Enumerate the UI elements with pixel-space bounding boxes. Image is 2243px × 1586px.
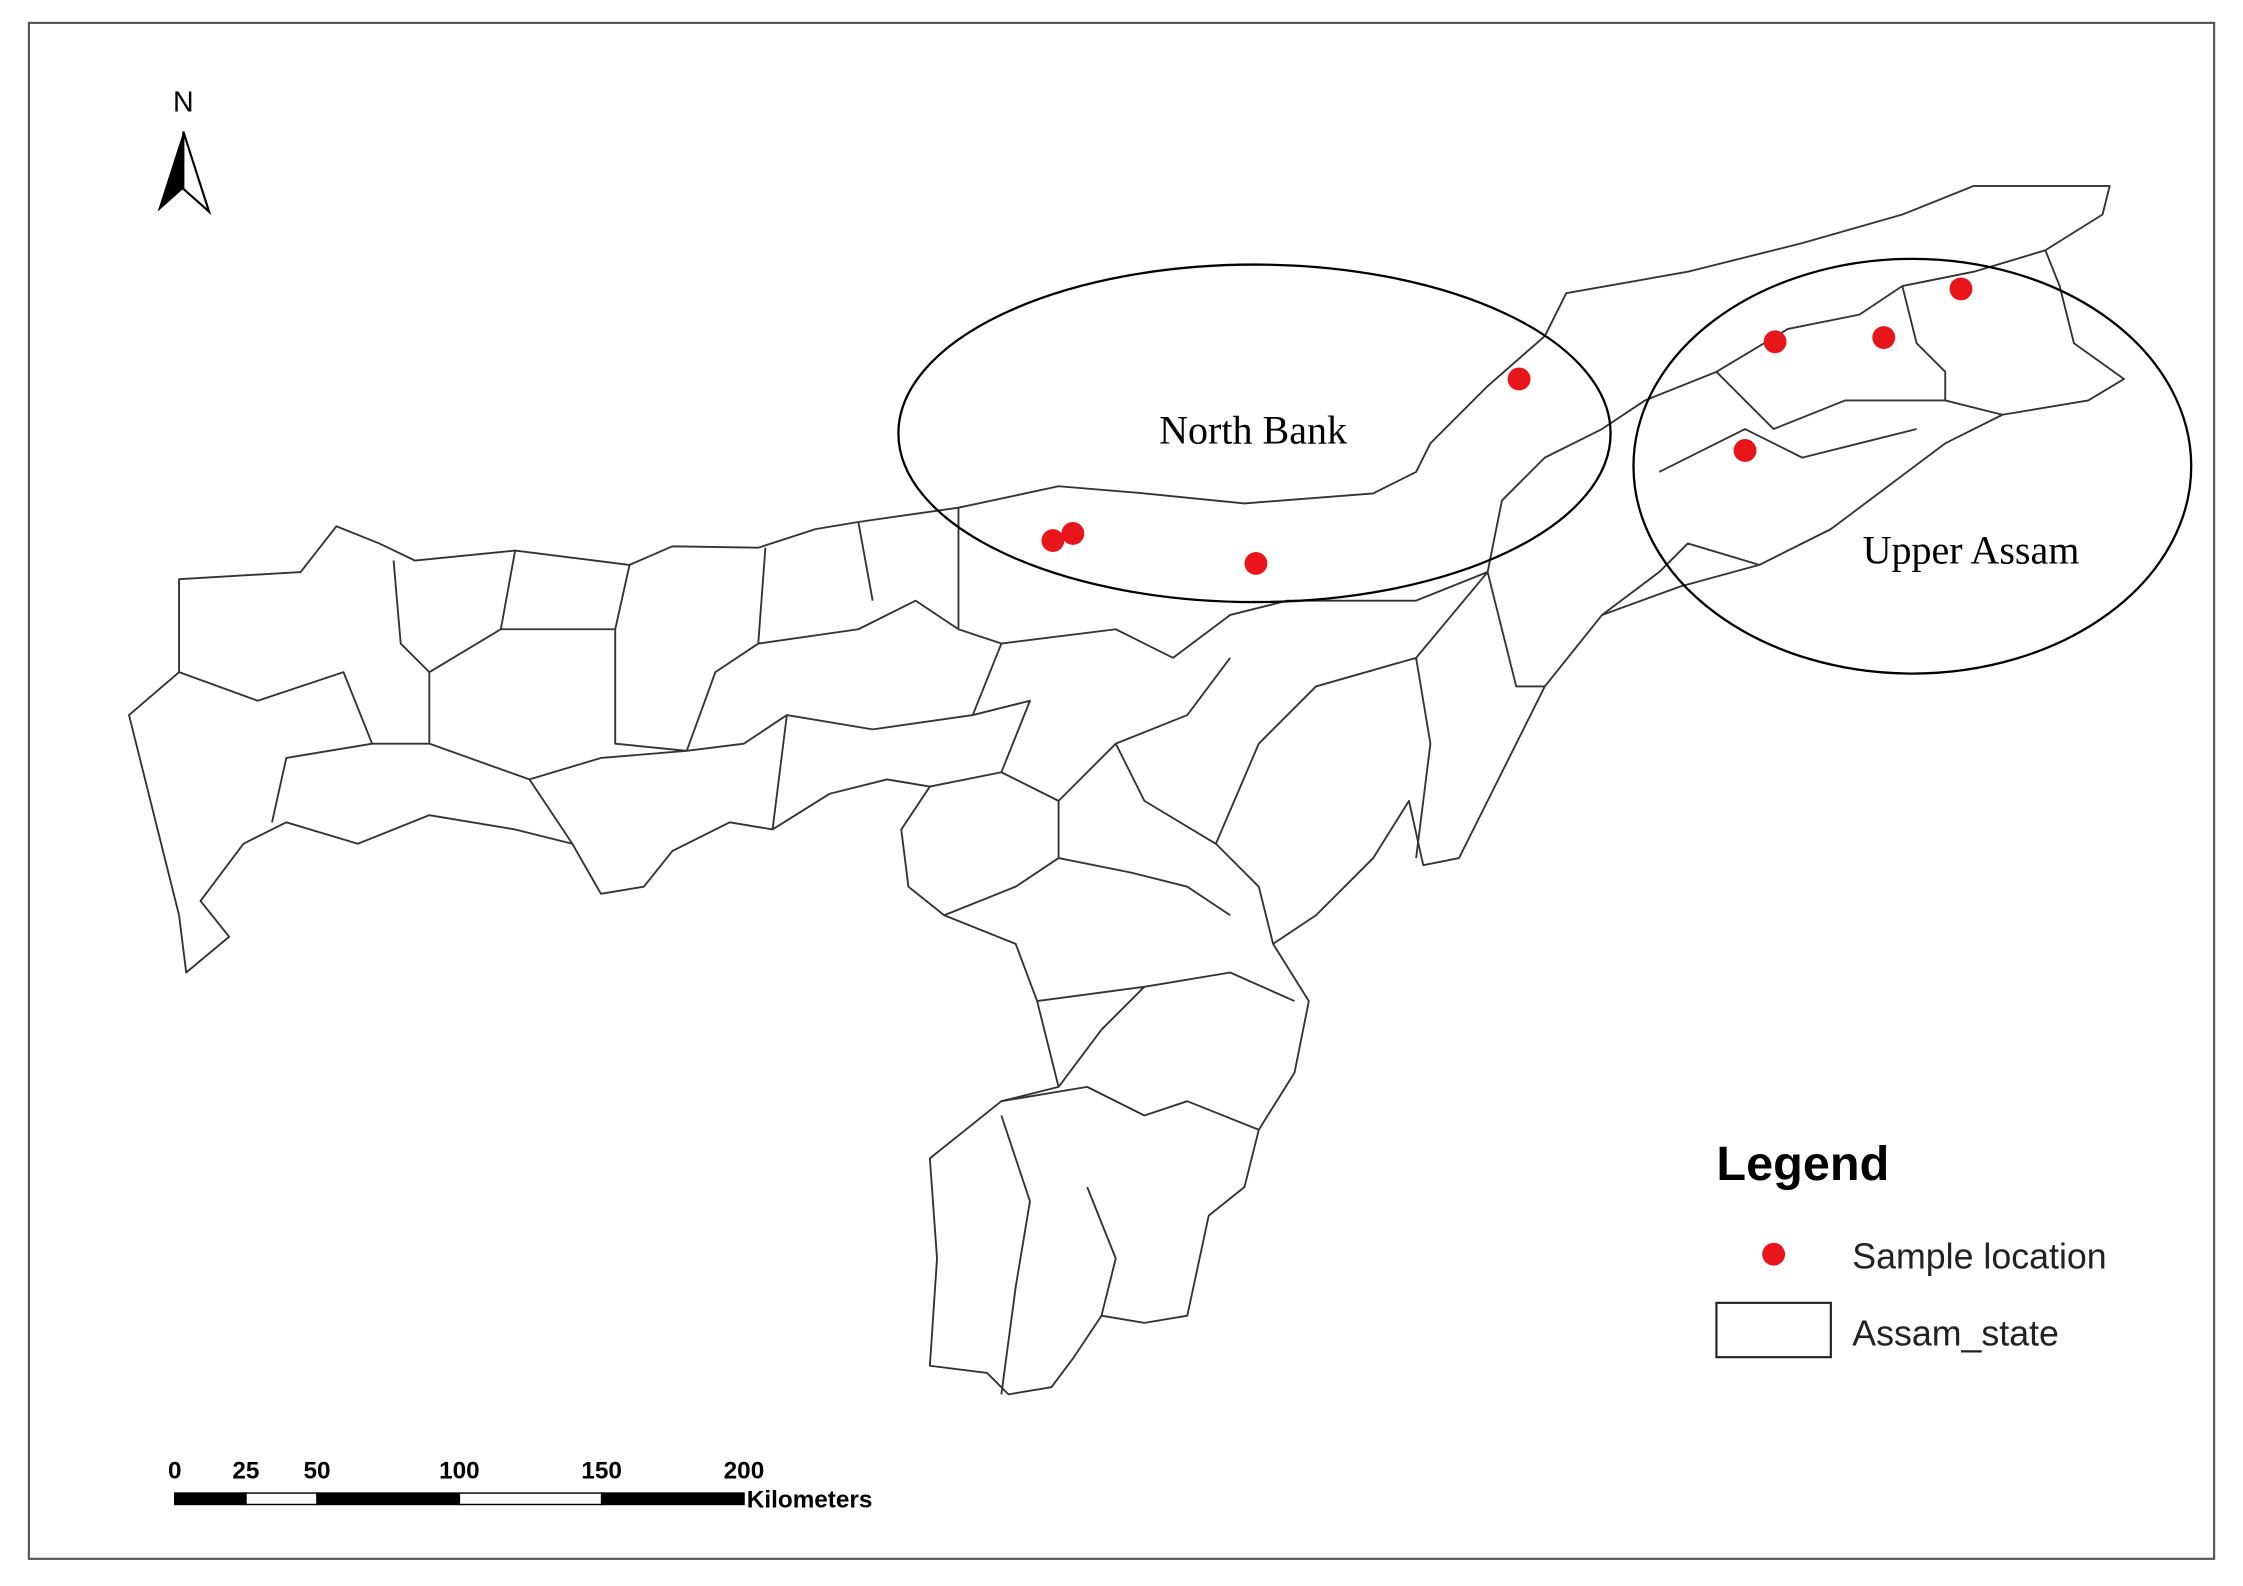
sample-point — [1872, 326, 1896, 349]
scale-segment — [174, 1492, 247, 1506]
legend-symbol — [1762, 1242, 1786, 1266]
north-label: N — [173, 87, 194, 119]
scale-tick-label: 25 — [232, 1458, 259, 1485]
upper-assam-ellipse — [1632, 257, 2193, 675]
scale-tick-label: 200 — [724, 1458, 765, 1485]
legend-label: Sample location — [1852, 1237, 2106, 1277]
frame — [27, 21, 2216, 1560]
sample-point — [1763, 330, 1787, 354]
legend-symbol — [1715, 1301, 1832, 1359]
state-outline — [128, 184, 2125, 1396]
sample-points — [1041, 277, 1973, 575]
scale-segment — [245, 1492, 318, 1506]
north-arrow-left — [157, 131, 184, 212]
scale-tick-label: 0 — [168, 1458, 182, 1485]
scale-segment — [316, 1492, 461, 1506]
north-bank-ellipse — [897, 263, 1612, 604]
legend-label: Assam_state — [1852, 1314, 2059, 1354]
region-label: Upper Assam — [1863, 527, 2080, 572]
sample-point — [1061, 521, 1085, 545]
sample-point — [1244, 552, 1268, 575]
scale-tick-label: 50 — [304, 1458, 331, 1485]
region-label: North Bank — [1159, 407, 1348, 452]
sample-point — [1507, 367, 1531, 391]
scale-tick-label: 150 — [581, 1458, 622, 1485]
sample-point — [1733, 439, 1757, 462]
scale-tick-label: 100 — [439, 1458, 480, 1485]
district-boundary — [178, 249, 2046, 1395]
sample-point — [1041, 529, 1065, 553]
north-arrow-right — [182, 131, 212, 216]
legend-title: Legend — [1716, 1137, 1889, 1191]
sample-point — [1949, 277, 1973, 301]
scale-segment — [458, 1492, 603, 1506]
scale-unit: Kilometers — [747, 1486, 873, 1513]
scale-segment — [600, 1492, 745, 1506]
